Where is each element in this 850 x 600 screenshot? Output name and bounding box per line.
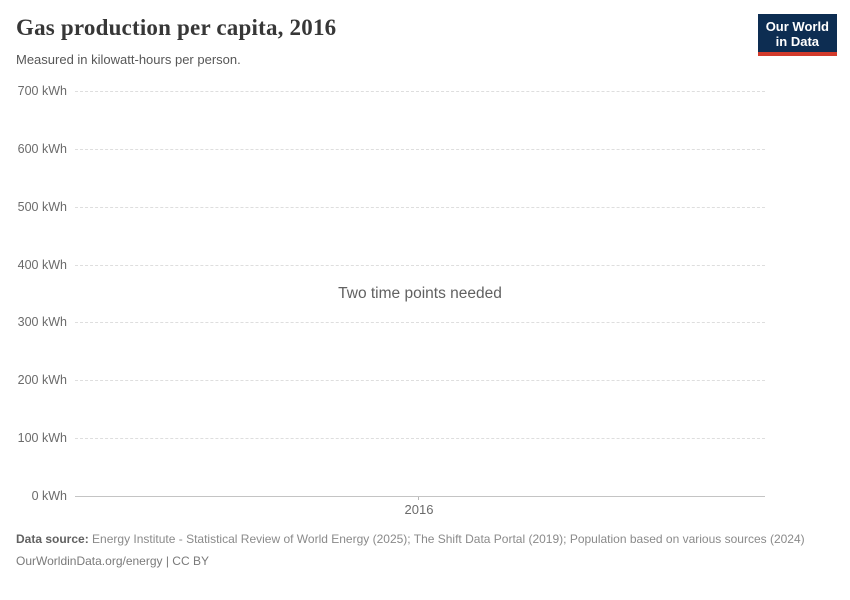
chart-title: Gas production per capita, 2016	[16, 15, 337, 40]
y-tick-label: 600 kWh	[17, 141, 67, 156]
y-tick-label: 700 kWh	[17, 84, 67, 98]
data-source-line: Data source: Energy Institute - Statisti…	[16, 532, 812, 548]
license-line: OurWorldinData.org/energy | CC BY	[16, 554, 812, 570]
x-tick-mark	[418, 496, 419, 500]
owid-logo[interactable]: Our World in Data	[757, 14, 837, 56]
y-tick-label: 400 kWh	[17, 257, 67, 272]
license-link[interactable]: OurWorldinData.org/energy | CC BY	[16, 553, 209, 568]
y-gridline	[75, 148, 765, 150]
y-tick-label: 300 kWh	[17, 315, 67, 330]
x-axis-line	[75, 496, 765, 497]
chart-subtitle: Measured in kilowatt-hours per person.	[16, 52, 241, 67]
data-source-label: Data source:	[16, 532, 89, 546]
owid-logo-line2: in Data	[775, 34, 820, 49]
data-source-text: Energy Institute - Statistical Review of…	[92, 532, 805, 546]
y-tick-label: 200 kWh	[17, 373, 67, 388]
y-gridline	[75, 438, 765, 440]
y-tick-label: 500 kWh	[17, 199, 67, 214]
owid-logo-line1: Our World	[765, 19, 829, 34]
y-gridline	[75, 264, 765, 266]
x-tick-label: 2016	[404, 502, 434, 517]
y-gridline	[75, 380, 765, 382]
y-gridline	[75, 322, 765, 324]
y-tick-label: 0 kWh	[31, 489, 67, 503]
y-gridline	[75, 91, 765, 92]
chart-footer: Data source: Energy Institute - Statisti…	[16, 532, 812, 569]
y-tick-label: 100 kWh	[17, 431, 67, 446]
empty-state-message: Two time points needed	[338, 285, 502, 302]
y-gridline	[75, 206, 765, 208]
